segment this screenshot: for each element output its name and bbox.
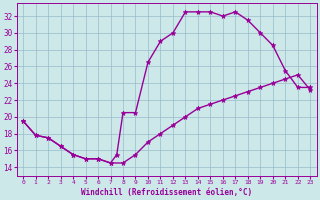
X-axis label: Windchill (Refroidissement éolien,°C): Windchill (Refroidissement éolien,°C) xyxy=(81,188,252,197)
